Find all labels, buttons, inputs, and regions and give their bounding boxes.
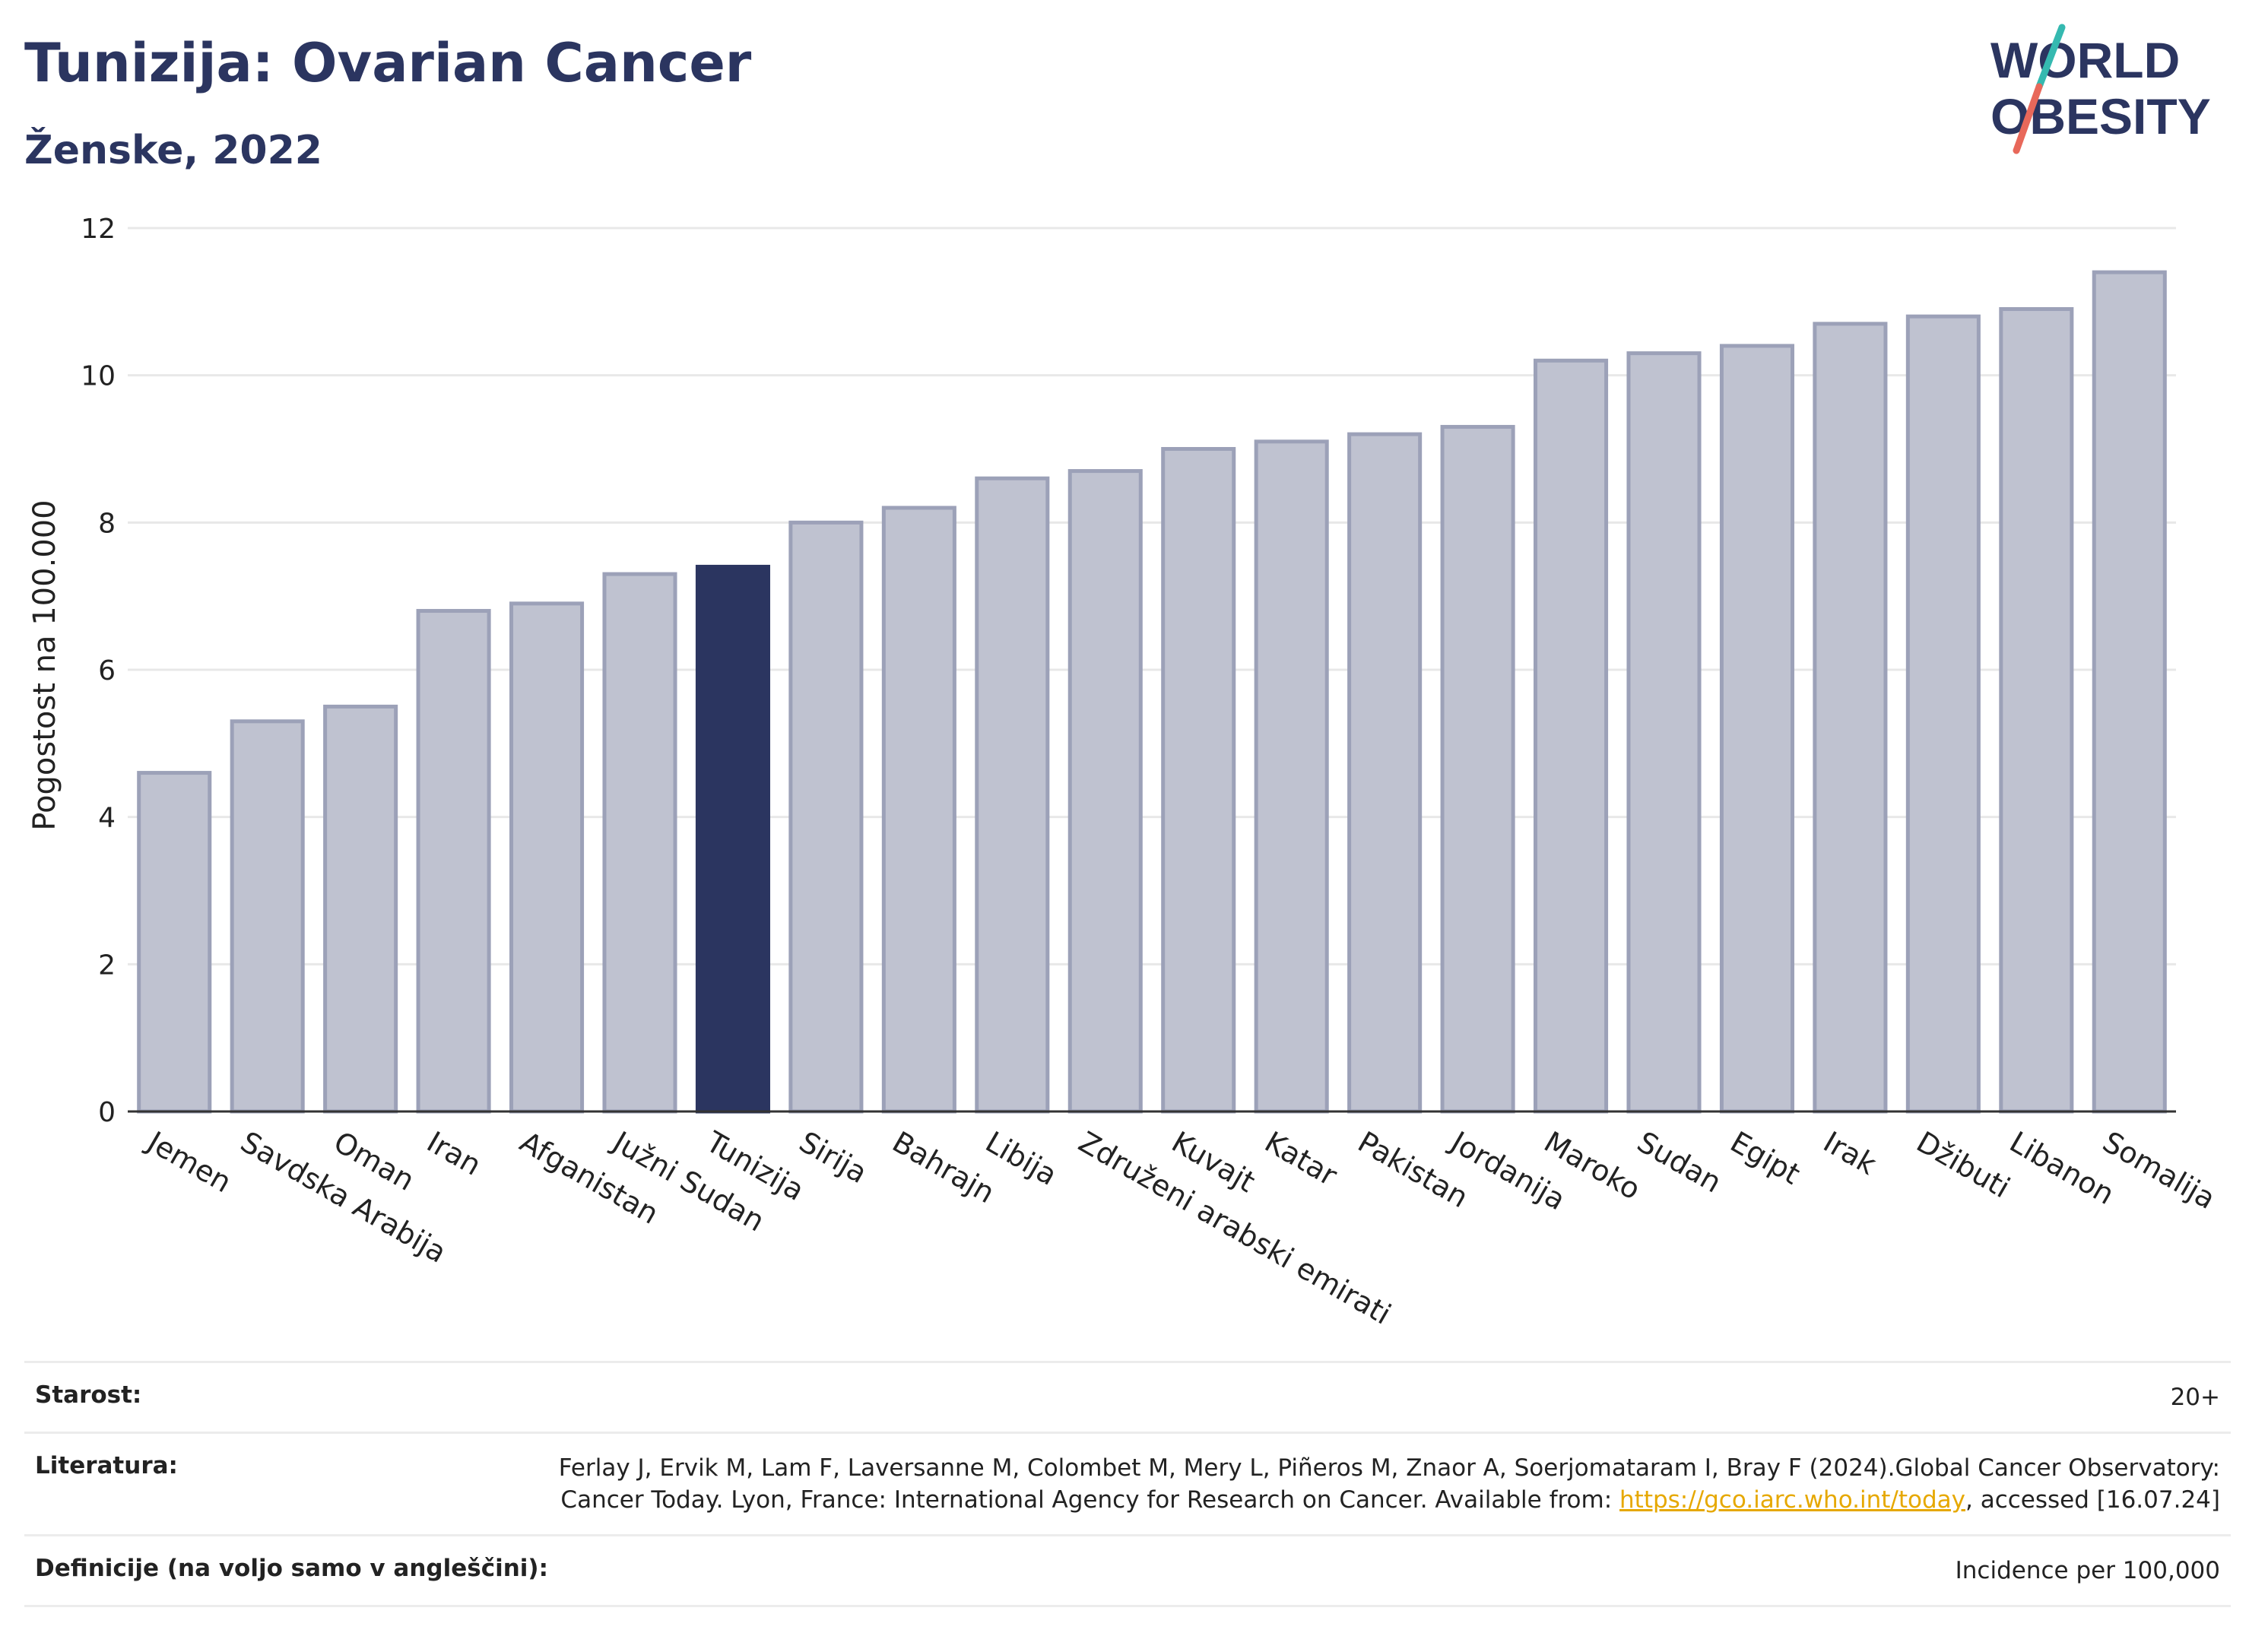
x-tick-label: Jemen xyxy=(141,1124,237,1200)
chart-footer: Starost: 20+ Literatura: Ferlay J, Ervik… xyxy=(24,1361,2231,1607)
x-tick-label: Katar xyxy=(1259,1125,1343,1193)
y-tick-label: 4 xyxy=(98,803,116,834)
bar xyxy=(1999,307,2074,1114)
bar xyxy=(602,572,677,1114)
bar xyxy=(230,719,305,1114)
bar xyxy=(881,506,956,1114)
bar xyxy=(137,771,212,1114)
bar xyxy=(1067,469,1143,1114)
bar xyxy=(788,520,864,1114)
bar xyxy=(1440,424,1515,1114)
reference-label: Literatura: xyxy=(35,1452,178,1479)
footer-row-age: Starost: 20+ xyxy=(24,1361,2231,1432)
reference-link[interactable]: https://gco.iarc.who.int/today xyxy=(1619,1486,1965,1514)
reference-text: Ferlay J, Ervik M, Lam F, Laversanne M, … xyxy=(471,1452,2220,1516)
bar xyxy=(1534,358,1609,1114)
reference-text-end: , accessed [16.07.24] xyxy=(1965,1486,2220,1514)
bar xyxy=(1347,432,1423,1114)
bar xyxy=(323,704,398,1114)
bar xyxy=(509,601,585,1114)
bar-highlighted xyxy=(695,564,770,1114)
y-tick-label: 10 xyxy=(81,361,116,392)
x-tick-label: Iran xyxy=(421,1125,487,1182)
page-title: Tunizija: Ovarian Cancer xyxy=(24,32,752,94)
footer-row-reference: Literatura: Ferlay J, Ervik M, Lam F, La… xyxy=(24,1432,2231,1534)
bars xyxy=(137,270,2167,1114)
age-value: 20+ xyxy=(2170,1384,2220,1411)
bar xyxy=(1626,351,1702,1114)
definition-value: Incidence per 100,000 xyxy=(1955,1557,2220,1584)
x-tick-label: Bahrajn xyxy=(887,1125,1000,1210)
bar xyxy=(416,609,491,1114)
page-subtitle: Ženske, 2022 xyxy=(24,128,322,173)
bar xyxy=(975,476,1050,1114)
world-obesity-logo: WORLD OBESITY xyxy=(1990,24,2211,154)
reference-text-start: Ferlay J, Ervik M, Lam F, Laversanne M, … xyxy=(558,1454,2220,1514)
bar xyxy=(1254,439,1329,1114)
logo-slash-coral xyxy=(2013,83,2043,154)
bar xyxy=(1719,344,1794,1114)
x-tick-label: Irak xyxy=(1818,1125,1882,1181)
definition-label: Definicije (na voljo samo v angleščini): xyxy=(35,1555,548,1582)
footer-row-definition: Definicije (na voljo samo v angleščini):… xyxy=(24,1534,2231,1607)
y-tick-label: 8 xyxy=(98,508,116,539)
logo-slash-teal xyxy=(2035,24,2066,90)
bar xyxy=(2092,270,2167,1114)
x-tick-label: Džibuti xyxy=(1911,1125,2016,1205)
bar xyxy=(1813,322,1888,1114)
y-tick-label: 0 xyxy=(98,1097,116,1128)
age-label: Starost: xyxy=(35,1381,142,1409)
logo-line1: WORLD xyxy=(1990,32,2180,88)
y-tick-label: 2 xyxy=(98,950,116,981)
y-axis-label: Pogostost na 100.000 xyxy=(27,499,62,830)
x-tick-label: Egipt xyxy=(1724,1125,1806,1191)
x-tick-label: Somalija xyxy=(2097,1125,2221,1216)
x-tick-label: Libanon xyxy=(2004,1125,2120,1211)
y-tick-label: 12 xyxy=(81,214,116,245)
y-tick-label: 6 xyxy=(98,655,116,686)
bar xyxy=(1905,314,1981,1114)
bar xyxy=(1161,447,1236,1114)
x-tick-label: Sudan xyxy=(1632,1125,1727,1200)
